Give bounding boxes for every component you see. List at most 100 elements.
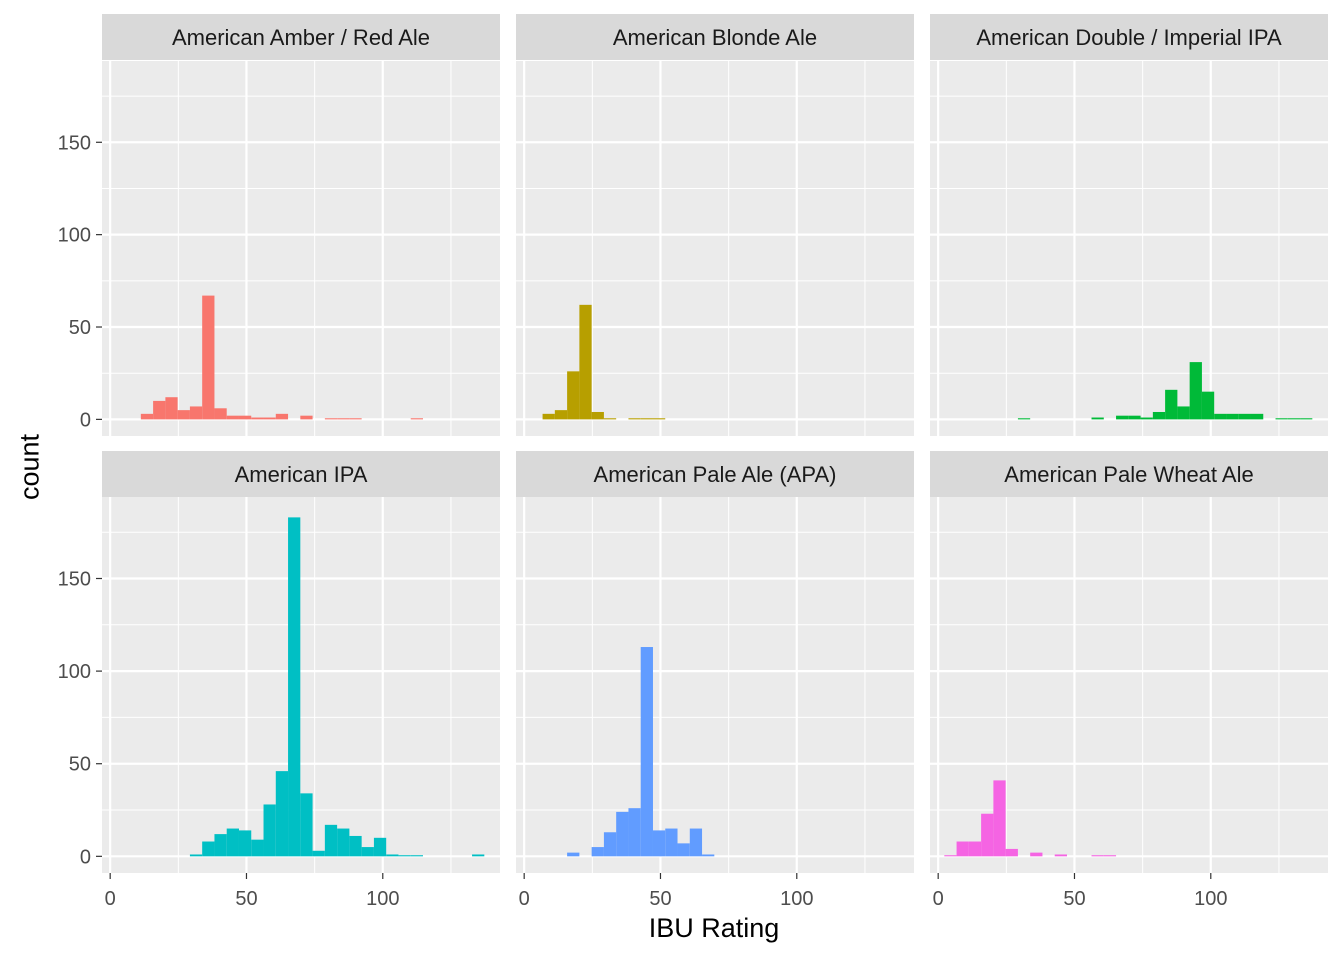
histogram-bar xyxy=(226,828,239,857)
histogram-bar xyxy=(652,830,666,857)
facet-title: American IPA xyxy=(235,462,368,487)
facet-strip xyxy=(102,451,500,497)
facet-strip xyxy=(930,14,1328,60)
histogram-bar xyxy=(337,828,350,857)
histogram-bar xyxy=(689,828,703,857)
x-tick-label: 100 xyxy=(780,888,813,910)
histogram-bar xyxy=(554,410,568,420)
histogram-bar xyxy=(398,855,411,857)
histogram-bar xyxy=(263,417,276,420)
histogram-bar xyxy=(567,852,580,857)
histogram-bar xyxy=(251,417,264,420)
histogram-bar xyxy=(361,847,374,857)
histogram-bar xyxy=(603,418,617,420)
histogram-bar xyxy=(956,841,969,857)
histogram-bar xyxy=(1226,413,1239,420)
histogram-bar xyxy=(324,418,338,420)
panel-background xyxy=(930,61,1328,436)
histogram-bar xyxy=(579,304,592,420)
histogram-bar xyxy=(616,811,629,857)
panel-background xyxy=(516,497,914,873)
histogram-bar xyxy=(202,295,215,420)
histogram-bar xyxy=(542,413,555,420)
histogram-bar xyxy=(140,413,154,420)
histogram-bar xyxy=(993,780,1006,857)
histogram-bar xyxy=(1201,391,1215,420)
histogram-bar xyxy=(238,415,252,420)
histogram-bar xyxy=(1287,418,1301,420)
histogram-bar xyxy=(165,397,178,420)
facet-strip xyxy=(516,14,914,60)
histogram-bar xyxy=(591,847,604,857)
x-tick-label: 100 xyxy=(366,888,399,910)
x-tick-label: 0 xyxy=(933,888,944,910)
facet-title: American Pale Wheat Ale xyxy=(1004,462,1253,487)
histogram-bar xyxy=(1128,415,1141,420)
histogram-bar xyxy=(349,418,362,420)
histogram-bar xyxy=(968,841,982,857)
x-tick-label: 0 xyxy=(519,888,530,910)
histogram-bar xyxy=(665,828,678,857)
y-tick-label: 0 xyxy=(80,409,91,431)
histogram-bar xyxy=(567,371,580,420)
histogram-bar xyxy=(603,832,617,857)
x-tick-label: 100 xyxy=(1194,888,1227,910)
histogram-bar xyxy=(640,647,653,857)
x-axis-title: IBU Rating xyxy=(648,913,780,943)
histogram-bar xyxy=(628,808,641,857)
x-tick-label: 0 xyxy=(105,888,116,910)
histogram-bar xyxy=(981,813,994,857)
histogram-bar xyxy=(1165,389,1178,420)
histogram-bar xyxy=(275,771,289,857)
histogram-bar xyxy=(410,855,423,857)
y-tick-label: 50 xyxy=(69,317,91,339)
histogram-bar xyxy=(591,411,604,420)
histogram-bar xyxy=(349,835,362,857)
y-tick-label: 50 xyxy=(69,754,91,776)
histogram-bar xyxy=(300,793,313,857)
histogram-bar xyxy=(1030,852,1043,857)
histogram-bar xyxy=(214,834,227,857)
histogram-bar xyxy=(288,517,301,857)
y-tick-label: 0 xyxy=(80,846,91,868)
histogram-bar xyxy=(1275,418,1288,420)
facet-strip xyxy=(102,14,500,60)
histogram-bar xyxy=(1091,417,1104,420)
histogram-bar xyxy=(472,854,485,857)
y-tick-label: 150 xyxy=(58,568,91,590)
histogram-bar xyxy=(214,408,227,420)
histogram-bar xyxy=(153,400,166,420)
y-tick-label: 100 xyxy=(58,225,91,247)
facet-title: American Amber / Red Ale xyxy=(172,25,430,50)
histogram-bar xyxy=(1189,362,1202,420)
facet-title: American Pale Ale (APA) xyxy=(594,462,837,487)
histogram-bar xyxy=(1177,406,1190,420)
histogram-bar xyxy=(1214,413,1227,420)
histogram-bar xyxy=(1017,418,1031,420)
histogram-bar xyxy=(202,841,215,857)
x-tick-label: 50 xyxy=(1063,888,1085,910)
facet-title: American Double / Imperial IPA xyxy=(976,25,1282,50)
histogram-bar xyxy=(373,837,387,857)
x-tick-label: 50 xyxy=(649,888,671,910)
histogram-bar xyxy=(275,413,289,420)
histogram-bar xyxy=(177,410,190,420)
histogram-bar xyxy=(312,850,325,857)
histogram-bar xyxy=(337,418,350,420)
histogram-bar xyxy=(1091,855,1104,857)
histogram-bar xyxy=(1250,413,1264,420)
histogram-bar xyxy=(1005,848,1018,857)
y-tick-label: 150 xyxy=(58,132,91,154)
histogram-bar xyxy=(652,418,666,420)
histogram-bar xyxy=(189,854,203,857)
histogram-bar xyxy=(1238,413,1251,420)
histogram-bar xyxy=(640,418,653,420)
facet-title: American Blonde Ale xyxy=(613,25,817,50)
histogram-bar xyxy=(944,855,957,857)
histogram-bar xyxy=(410,418,423,420)
histogram-bar xyxy=(251,839,264,857)
histogram-bar xyxy=(324,824,338,857)
x-tick-label: 50 xyxy=(235,888,257,910)
histogram-bar xyxy=(1116,415,1129,420)
